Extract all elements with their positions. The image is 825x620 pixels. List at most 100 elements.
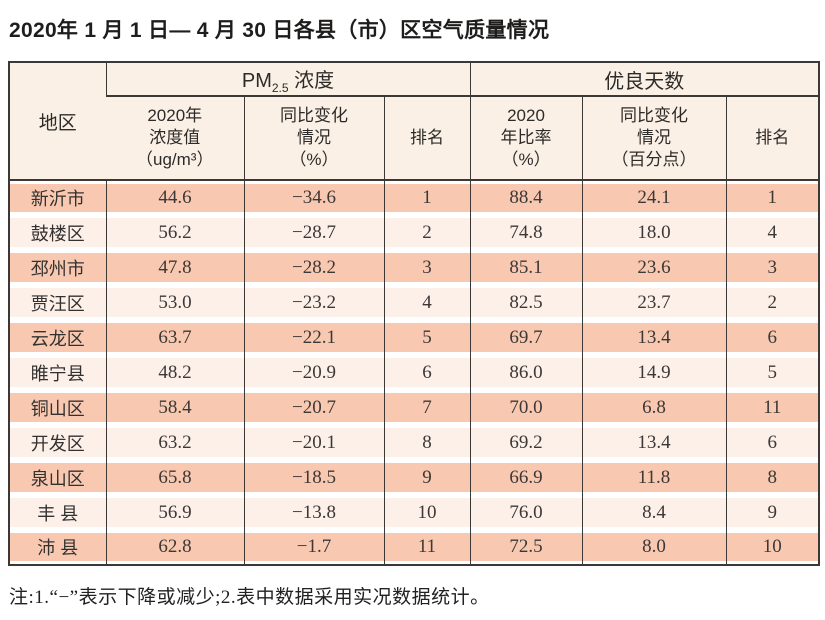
days-change-cell: 8.4 — [581, 495, 727, 530]
days-rank-cell: 9 — [725, 495, 820, 530]
pm-rank-cell: 3 — [383, 250, 471, 285]
group-header-pm25: PM2.5 浓度 — [105, 62, 471, 97]
days-rank-cell: 1 — [725, 180, 820, 215]
table-row: 铜山区 58.4 −20.7 7 70.0 6.8 11 — [9, 390, 820, 425]
column-header-days-change: 同比变化 情况 （百分点） — [581, 96, 727, 181]
pm-change-cell: −20.9 — [243, 355, 384, 390]
days-change-cell: 13.4 — [581, 425, 727, 460]
region-cell: 云龙区 — [9, 320, 106, 355]
table-row: 丰 县 56.9 −13.8 10 76.0 8.4 9 — [9, 495, 820, 530]
region-cell: 铜山区 — [9, 390, 106, 425]
pm-change-cell: −20.1 — [243, 425, 384, 460]
column-header-pm-change: 同比变化 情况 （%） — [243, 96, 384, 181]
pm-rank-cell: 9 — [383, 460, 471, 495]
days-rank-cell: 10 — [725, 530, 820, 565]
table-row: 新沂市 44.6 −34.6 1 88.4 24.1 1 — [9, 180, 820, 215]
air-quality-table: 地区 PM2.5 浓度 优良天数 2020年 浓度值 （ug/m³） 同比变化 … — [8, 61, 821, 566]
pm-change-cell: −20.7 — [243, 390, 384, 425]
pm-value-cell: 47.8 — [105, 250, 244, 285]
column-header-region: 地区 — [9, 62, 106, 181]
pm-rank-cell: 5 — [383, 320, 471, 355]
days-rate-cell: 82.5 — [469, 285, 583, 320]
pm-rank-cell: 2 — [383, 215, 471, 250]
pm-rank-cell: 4 — [383, 285, 471, 320]
days-rank-cell: 4 — [725, 215, 820, 250]
pm-change-cell: −28.2 — [243, 250, 384, 285]
days-rate-cell: 76.0 — [469, 495, 583, 530]
days-change-cell: 8.0 — [581, 530, 727, 565]
days-rank-cell: 11 — [725, 390, 820, 425]
pm-change-cell: −34.6 — [243, 180, 384, 215]
pm-rank-cell: 11 — [383, 530, 471, 565]
footnote: 注:1.“−”表示下降或减少;2.表中数据采用实况数据统计。 — [9, 587, 490, 608]
days-rate-cell: 85.1 — [469, 250, 583, 285]
column-header-pm-value: 2020年 浓度值 （ug/m³） — [106, 96, 244, 181]
days-rate-cell: 69.7 — [469, 320, 583, 355]
region-cell: 新沂市 — [9, 180, 106, 215]
pm-value-cell: 65.8 — [105, 460, 244, 495]
column-header-row: 2020年 浓度值 （ug/m³） 同比变化 情况 （%） 排名 2020 年比… — [9, 96, 820, 181]
days-change-cell: 23.6 — [581, 250, 727, 285]
table-header: 地区 PM2.5 浓度 优良天数 2020年 浓度值 （ug/m³） 同比变化 … — [9, 62, 820, 181]
days-rank-cell: 5 — [725, 355, 820, 390]
region-cell: 泉山区 — [9, 460, 106, 495]
pm-value-cell: 44.6 — [105, 180, 244, 215]
days-rate-cell: 88.4 — [469, 180, 583, 215]
days-change-cell: 11.8 — [581, 460, 727, 495]
pm-value-cell: 62.8 — [105, 530, 244, 565]
pm-value-cell: 58.4 — [105, 390, 244, 425]
group-header-row: 地区 PM2.5 浓度 优良天数 — [9, 62, 820, 181]
days-change-cell: 23.7 — [581, 285, 727, 320]
region-cell: 鼓楼区 — [9, 215, 106, 250]
pm-change-cell: −22.1 — [243, 320, 384, 355]
column-header-pm-rank: 排名 — [383, 96, 471, 181]
days-change-cell: 24.1 — [581, 180, 727, 215]
column-header-days-rank: 排名 — [725, 96, 820, 181]
pm-value-cell: 53.0 — [105, 285, 244, 320]
region-cell: 开发区 — [9, 425, 106, 460]
days-rank-cell: 8 — [725, 460, 820, 495]
table-row: 沛 县 62.8 −1.7 11 72.5 8.0 10 — [9, 530, 820, 565]
table-row: 贾汪区 53.0 −23.2 4 82.5 23.7 2 — [9, 285, 820, 320]
pm-rank-cell: 8 — [383, 425, 471, 460]
pm-change-cell: −28.7 — [243, 215, 384, 250]
days-rate-cell: 66.9 — [469, 460, 583, 495]
days-rate-cell: 86.0 — [469, 355, 583, 390]
page-title: 2020年 1 月 1 日— 4 月 30 日各县（市）区空气质量情况 — [9, 19, 550, 42]
days-change-cell: 14.9 — [581, 355, 727, 390]
table-row: 邳州市 47.8 −28.2 3 85.1 23.6 3 — [9, 250, 820, 285]
region-cell: 贾汪区 — [9, 285, 106, 320]
region-cell: 睢宁县 — [9, 355, 106, 390]
pm-change-cell: −1.7 — [243, 530, 384, 565]
table-body: 新沂市 44.6 −34.6 1 88.4 24.1 1 鼓楼区 56.2 −28.7 2 74.8 1… — [9, 180, 820, 565]
pm-change-cell: −13.8 — [243, 495, 384, 530]
region-cell: 沛 县 — [9, 530, 106, 565]
days-rate-cell: 70.0 — [469, 390, 583, 425]
region-cell: 丰 县 — [9, 495, 106, 530]
table-row: 泉山区 65.8 −18.5 9 66.9 11.8 8 — [9, 460, 820, 495]
table-row: 开发区 63.2 −20.1 8 69.2 13.4 6 — [9, 425, 820, 460]
days-rank-cell: 3 — [725, 250, 820, 285]
pm25-label-suffix: 浓度 — [288, 69, 335, 92]
days-change-cell: 6.8 — [581, 390, 727, 425]
pm25-label-subscript: 2.5 — [271, 80, 289, 95]
table-row: 鼓楼区 56.2 −28.7 2 74.8 18.0 4 — [9, 215, 820, 250]
days-rank-cell: 6 — [725, 425, 820, 460]
column-header-days-rate: 2020 年比率 （%） — [469, 96, 583, 181]
pm-change-cell: −18.5 — [243, 460, 384, 495]
table-row: 睢宁县 48.2 −20.9 6 86.0 14.9 5 — [9, 355, 820, 390]
days-rate-cell: 72.5 — [469, 530, 583, 565]
days-change-cell: 13.4 — [581, 320, 727, 355]
pm-rank-cell: 10 — [383, 495, 471, 530]
days-change-cell: 18.0 — [581, 215, 727, 250]
pm25-label-prefix: PM — [241, 69, 272, 92]
pm-value-cell: 56.9 — [105, 495, 244, 530]
days-rank-cell: 6 — [725, 320, 820, 355]
region-cell: 邳州市 — [9, 250, 106, 285]
pm-rank-cell: 7 — [383, 390, 471, 425]
days-rate-cell: 69.2 — [469, 425, 583, 460]
days-rank-cell: 2 — [725, 285, 820, 320]
pm-rank-cell: 1 — [383, 180, 471, 215]
pm-value-cell: 56.2 — [105, 215, 244, 250]
